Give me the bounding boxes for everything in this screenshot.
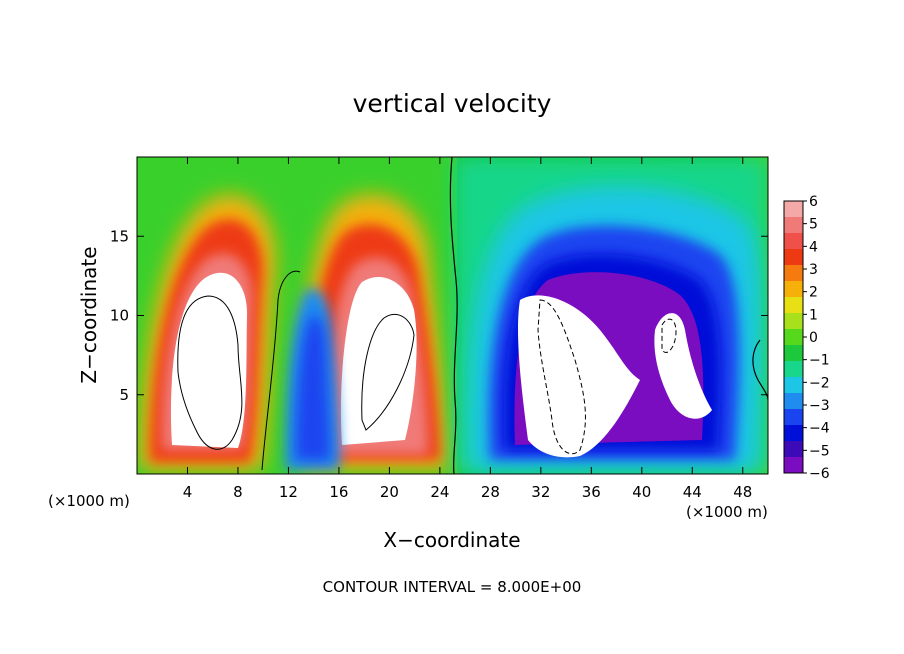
colorbar-tick-label: 1: [809, 307, 818, 323]
downdraft-secondary-core: [654, 313, 712, 419]
x-tick-label: 48: [733, 483, 752, 501]
colorbar-swatch: [784, 217, 803, 233]
x-tick-label: 4: [183, 483, 193, 501]
updraft-central-contour: [361, 313, 415, 431]
colorbar-tick-label: 2: [809, 285, 818, 301]
updraft-west-contour: [177, 295, 243, 450]
colorbar-swatch: [784, 249, 803, 265]
downdraft-narrow-contour: [261, 270, 301, 471]
colorbar-swatch: [784, 377, 803, 393]
colorbar-ticks: 6 5 4 3 2 1 0 −1 −2 −3 −4 −5 −6: [803, 194, 830, 482]
colorbar-tick-label: −5: [809, 443, 830, 459]
colorbar-swatch: [784, 297, 803, 313]
colorbar-tick-label: 0: [809, 330, 818, 346]
contour-interval-footer: CONTOUR INTERVAL = 8.000E+00: [323, 578, 582, 596]
downdraft-secondary-dashed-contour: [661, 318, 677, 353]
colorbar-tick-label: 5: [809, 217, 818, 233]
downdraft-east: [455, 157, 768, 474]
x-tick-label: 20: [380, 483, 399, 501]
colorbar-swatch: [784, 329, 803, 345]
x-tick-label: 16: [329, 483, 348, 501]
x-tick-label: 44: [683, 483, 702, 501]
x-tick-label: 24: [430, 483, 449, 501]
colorbar-swatch: [784, 281, 803, 297]
colorbar-tick-label: −1: [809, 353, 830, 369]
x-axis-label: X−coordinate: [383, 528, 520, 552]
colorbar-tick-label: −4: [809, 421, 830, 437]
y-tick-label: 10: [110, 307, 129, 325]
x-axis-ticks: 4 8 12 16 20 24 28 32 36 40 44 48: [183, 157, 752, 501]
updraft-west: [140, 194, 276, 470]
downdraft-narrow: [261, 270, 340, 471]
colorbar-swatch: [784, 409, 803, 425]
colorbar-tick-label: −6: [809, 466, 830, 482]
updraft-west-core: [170, 272, 248, 448]
downdraft-east-dashed-contour: [537, 299, 586, 455]
x-unit-left: (×1000 m): [48, 492, 130, 510]
colorbar-tick-label: −2: [809, 375, 830, 391]
colorbar-swatch: [784, 233, 803, 249]
x-tick-label: 12: [279, 483, 298, 501]
colorbar-swatch: [784, 393, 803, 409]
x-tick-label: 32: [531, 483, 550, 501]
plot-area: [137, 157, 768, 474]
y-axis-label: Z−coordinate: [77, 246, 101, 383]
colorbar-tick-label: 3: [809, 262, 818, 278]
x-tick-label: 36: [582, 483, 601, 501]
y-tick-label: 5: [119, 386, 129, 404]
colorbar-tick-label: 4: [809, 239, 818, 255]
y-axis-ticks: 5 10 15: [110, 227, 768, 404]
zero-contour-east: [752, 339, 768, 401]
colorbar: [783, 200, 804, 474]
colorbar-swatch: [784, 201, 803, 217]
colorbar-swatch: [784, 345, 803, 361]
colorbar-swatch: [784, 313, 803, 329]
colorbar-swatch: [784, 457, 803, 473]
colorbar-swatch: [784, 425, 803, 441]
colorbar-swatch: [784, 441, 803, 457]
updraft-central: [300, 194, 450, 470]
colorbar-tick-label: 6: [809, 194, 818, 210]
zero-contour: [449, 157, 458, 474]
y-tick-label: 15: [110, 227, 129, 245]
chart-title: vertical velocity: [353, 89, 552, 118]
updraft-central-core: [340, 276, 417, 445]
x-tick-label: 40: [632, 483, 651, 501]
colorbar-swatch: [784, 361, 803, 377]
x-tick-label: 8: [233, 483, 243, 501]
x-unit-right: (×1000 m): [686, 503, 768, 521]
x-tick-label: 28: [481, 483, 500, 501]
colorbar-swatch: [784, 265, 803, 281]
colorbar-tick-label: −3: [809, 398, 830, 414]
